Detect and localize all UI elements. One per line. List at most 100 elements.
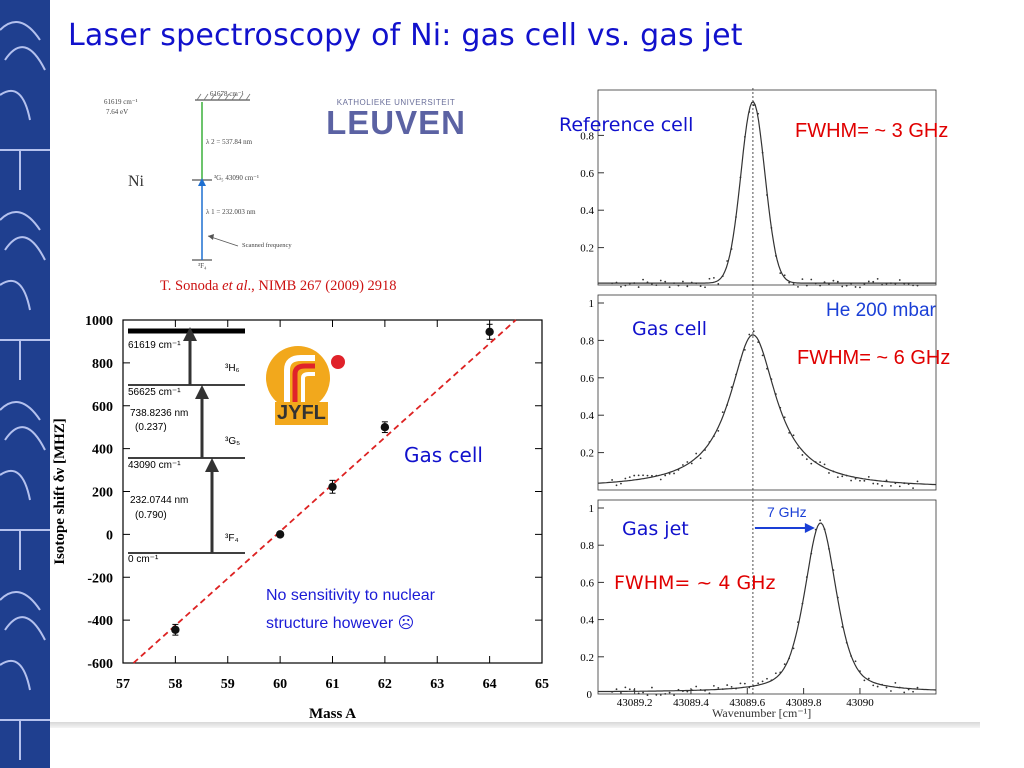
gas-jet-fwhm-label: FWHM= ~ 4 GHz (614, 572, 776, 594)
x-tick-label: 62 (378, 677, 392, 692)
spectrum-data-point (690, 462, 693, 465)
spectrum-data-point (854, 660, 857, 663)
spectrum-data-point (659, 279, 662, 282)
spectrum-data-point (828, 472, 830, 474)
spectrum-data-point (735, 687, 737, 690)
spectrum-data-point (845, 641, 848, 644)
spectrum-data-point (611, 479, 613, 481)
slide-title: Laser spectroscopy of Ni: gas cell vs. g… (68, 18, 743, 53)
small-level-diagram: 61619 cm⁻¹ 7.64 eV 61678 cm⁻¹ λ 2 = 537.… (100, 88, 310, 273)
spectrum-data-point (721, 411, 724, 414)
spectrum-data-point (801, 278, 804, 281)
level-mid-value: ³G₅ 43090 cm⁻¹ (214, 174, 259, 182)
spectrum-data-point (651, 686, 653, 689)
spectrum-data-point (748, 111, 751, 113)
spectrum-data-point (664, 280, 667, 283)
spectrum-data-point (695, 685, 698, 688)
level-diagram-lines (192, 93, 251, 261)
level-left-value-1: 61619 cm⁻¹ (104, 98, 138, 106)
gas-jet-shift-label: 7 GHz (767, 504, 807, 520)
spectrum-data-point (651, 474, 653, 477)
spectrum-data-point (712, 684, 715, 687)
spectrum-data-point (677, 284, 680, 287)
spectrum-data-point (845, 474, 848, 477)
spectrum-x-tick-label: 43089.8 (786, 697, 822, 709)
spectrum-data-point (695, 452, 698, 455)
spectrum-data-point (615, 688, 618, 691)
spectrum-data-point (823, 528, 826, 531)
sidebar-pattern-icon (0, 21, 50, 760)
isotope-shift-plot: -600 -400 -200 0 200 400 600 800 1000 57 58 59 60 61 6… (50, 305, 560, 723)
spectrum-data-point (810, 462, 813, 465)
spectrum-data-point (894, 282, 897, 285)
spectrum-data-point (730, 685, 733, 688)
spectrum-data-point (916, 686, 919, 689)
spectrum-data-point (664, 474, 667, 477)
spectrum-frame (597, 499, 937, 695)
gas-jet-label: Gas jet (622, 518, 689, 540)
spectrum-data-point (699, 457, 702, 460)
spectrum-y-tick-label: 0.4 (580, 410, 594, 422)
spectrum-data-point (677, 469, 680, 471)
spectrum-data-point (699, 688, 702, 691)
spectrum-data-point (668, 691, 671, 694)
x-tick-label: 64 (483, 677, 497, 692)
reference-fwhm-label: FWHM= ~ 3 GHz (795, 120, 949, 142)
citation-etal: et al (222, 278, 248, 294)
spectrum-data-point (699, 285, 702, 288)
leuven-logo: KATHOLIEKE UNIVERSITEIT LEUVEN (320, 98, 472, 141)
spectrum-fit-curve (598, 101, 936, 284)
decorative-sidebar (0, 0, 50, 768)
spectrum-data-point (894, 482, 897, 485)
spectrum-data-point (743, 682, 746, 685)
spectrum-data-point (850, 479, 852, 482)
spectrum-y-tick-label: 0.8 (580, 335, 594, 347)
jyfl-logo-text: JYFL (275, 402, 328, 425)
spectrum-data-point (717, 429, 720, 432)
citation: T. Sonoda et al., NIMB 267 (2009) 2918 (160, 278, 397, 295)
spectrum-data-point (695, 282, 698, 285)
y-tick-label: 400 (92, 443, 113, 458)
spectrum-y-tick-label: 1 (589, 503, 595, 515)
spectrum-data-point (903, 691, 906, 694)
spectrum-data-point (704, 286, 706, 289)
spectrum-data-point (894, 681, 897, 684)
spectrum-data-point (611, 282, 613, 285)
y-tick-label: -600 (87, 657, 113, 672)
spectrum-data-point (832, 279, 835, 282)
spectrum-data-point (779, 272, 782, 275)
spectrum-data-point (761, 680, 764, 683)
spectrum-data-point (850, 655, 852, 657)
gas-cell-pressure-label: He 200 mbar (826, 300, 936, 321)
spectrum-data-point (898, 686, 901, 689)
spectrum-frame (597, 294, 937, 491)
spectrum-data-point (712, 435, 715, 438)
spectrum-data-point (819, 461, 822, 464)
data-point (485, 327, 494, 336)
level-left-value-2: 7.64 eV (106, 108, 129, 116)
spectrum-data-point (739, 176, 742, 179)
spectrum-data-point (615, 484, 618, 487)
inset-level-56625: 56625 cm⁻¹ (128, 387, 181, 398)
spectrum-data-point (770, 378, 773, 381)
spectrum-data-point (890, 484, 892, 487)
spectrum-y-tick-label: 0.8 (580, 130, 594, 142)
y-tick-label: -400 (87, 614, 113, 629)
spectrum-y-tick-label: 0.2 (580, 243, 594, 255)
leuven-logo-main-text: LEUVEN (326, 104, 466, 141)
spectrum-data-point (832, 569, 835, 572)
spectrum-data-point (673, 472, 675, 475)
spectrum-data-point (876, 482, 879, 485)
spectrum-data-point (686, 690, 689, 693)
y-tick-label: 600 (92, 400, 113, 415)
spectrum-data-point (739, 359, 742, 362)
spectrum-data-point (916, 284, 919, 287)
data-point (328, 482, 337, 491)
spectrum-data-point (859, 286, 861, 289)
spectrum-data-point (655, 474, 658, 477)
spectrum-data-point (792, 283, 795, 285)
shift-arrow-head (804, 523, 815, 533)
lambda1-label: λ 1 = 232.003 nm (206, 208, 256, 216)
spectrum-data-point (867, 677, 870, 680)
spectrum-data-point (881, 283, 883, 286)
